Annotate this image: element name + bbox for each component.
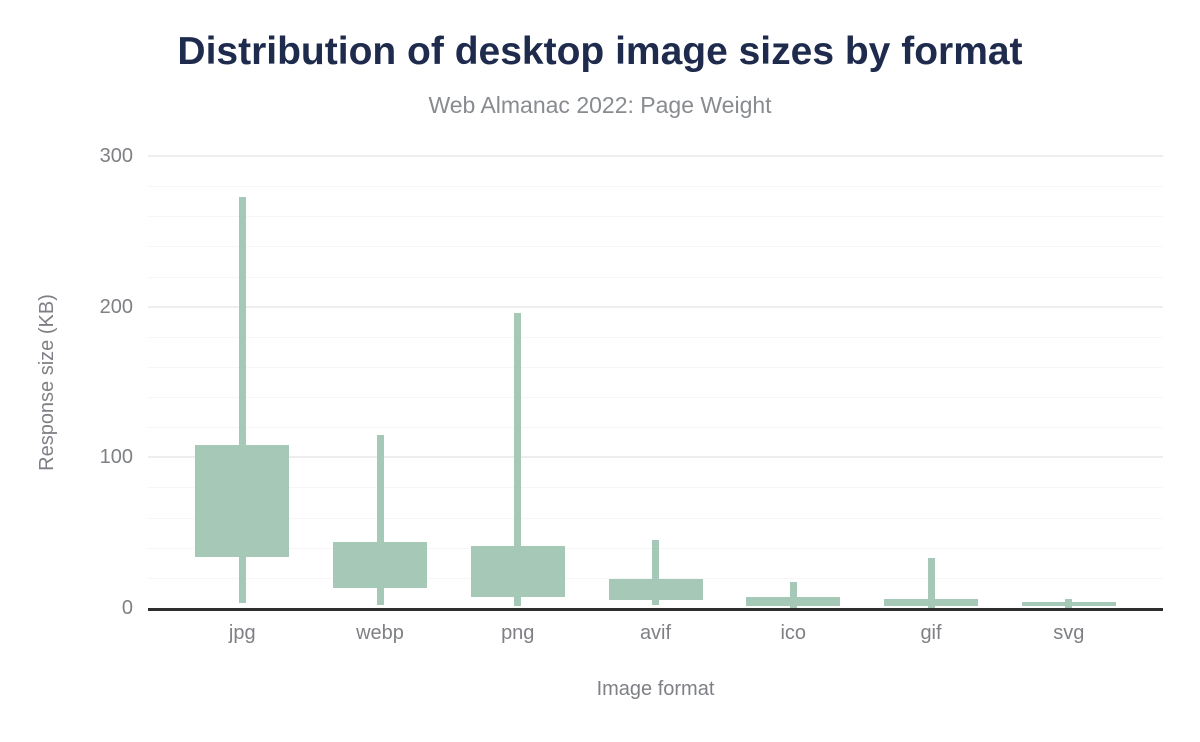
whisker-gif: [927, 558, 935, 608]
box-webp: [333, 541, 427, 589]
y-tick-label-200: 200: [99, 295, 133, 318]
x-tick-label-webp: webp: [356, 622, 404, 644]
box-png: [470, 546, 565, 598]
box-avif: [608, 579, 703, 601]
y-axis-title-text: Response size (KB): [35, 293, 58, 471]
chart-subtitle: Web Almanac 2022: Page Weight: [428, 92, 772, 118]
whisker-webp: [376, 434, 384, 605]
minor-gridline-80: [148, 487, 1163, 489]
x-tick-label-avif: avif: [639, 622, 672, 644]
whisker-ico: [789, 582, 797, 608]
minor-gridline-260: [148, 216, 1163, 218]
x-tick-label-jpg: jpg: [228, 622, 256, 644]
x-tick-label-svg: svg: [1053, 622, 1085, 644]
minor-gridline-240: [148, 246, 1163, 248]
chart-title: Distribution of desktop image sizes by f…: [177, 30, 1023, 73]
box-jpg: [195, 445, 290, 557]
major-gridline-200: [148, 305, 1163, 308]
minor-gridline-280: [148, 186, 1163, 188]
minor-gridline-180: [148, 336, 1163, 338]
major-gridline-300: [148, 155, 1163, 157]
minor-gridline-120: [148, 427, 1163, 429]
x-tick-label-gif: gif: [920, 622, 942, 644]
y-tick-label-100: 100: [99, 446, 133, 469]
minor-gridline-60: [148, 517, 1163, 519]
whisker-jpg: [238, 196, 246, 604]
y-tick-label-0: 0: [121, 597, 133, 619]
y-tick-label-300: 300: [99, 145, 133, 167]
major-gridline-100: [148, 456, 1163, 459]
x-tick-label-png: png: [501, 622, 535, 644]
minor-gridline-160: [148, 366, 1163, 368]
x-tick-label-ico: ico: [780, 622, 807, 644]
minor-gridline-220: [148, 276, 1163, 278]
x-axis-line: [148, 608, 1163, 611]
plot-area: [148, 155, 1163, 611]
whisker-png: [514, 312, 522, 607]
minor-gridline-140: [148, 397, 1163, 399]
box-gif: [884, 598, 978, 607]
x-axis-title: Image format: [596, 678, 715, 700]
y-axis-title: Response size (KB): [26, 156, 68, 608]
whisker-avif: [652, 540, 659, 605]
box-svg: [1021, 601, 1116, 607]
box-ico: [746, 597, 841, 607]
